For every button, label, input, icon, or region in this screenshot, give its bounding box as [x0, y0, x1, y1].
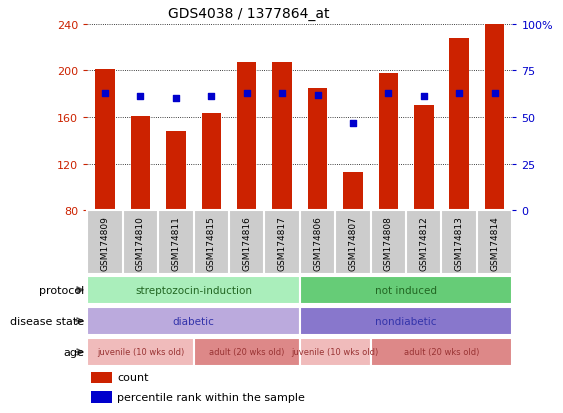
Bar	[166, 132, 186, 211]
Text: GDS4038 / 1377864_at: GDS4038 / 1377864_at	[168, 7, 329, 21]
Bar	[370, 338, 512, 366]
Point	[313, 92, 322, 99]
Bar	[343, 172, 363, 211]
Bar	[91, 372, 112, 383]
Bar	[300, 276, 512, 304]
Text: GSM174816: GSM174816	[242, 215, 251, 270]
Bar	[87, 276, 300, 304]
Text: not induced: not induced	[375, 285, 437, 295]
Bar	[414, 106, 434, 211]
Text: GSM174806: GSM174806	[313, 215, 322, 270]
Bar	[308, 89, 327, 211]
Text: GSM174807: GSM174807	[348, 215, 358, 270]
Text: count: count	[117, 373, 149, 382]
Bar	[449, 39, 469, 211]
Bar	[194, 338, 300, 366]
Text: GSM174809: GSM174809	[100, 215, 109, 270]
Text: juvenile (10 wks old): juvenile (10 wks old)	[292, 348, 379, 356]
Point	[348, 120, 358, 127]
Text: age: age	[64, 347, 84, 357]
Text: GSM174813: GSM174813	[455, 215, 464, 270]
Text: GSM174817: GSM174817	[278, 215, 287, 270]
Point	[136, 94, 145, 101]
Point	[207, 94, 216, 101]
Bar	[485, 25, 504, 211]
Text: diabetic: diabetic	[173, 316, 215, 326]
Text: GSM174811: GSM174811	[171, 215, 180, 270]
Point	[100, 90, 109, 97]
Point	[278, 90, 287, 97]
Text: GSM174808: GSM174808	[384, 215, 393, 270]
Bar	[131, 116, 150, 211]
Bar	[300, 307, 512, 335]
Text: adult (20 wks old): adult (20 wks old)	[209, 348, 284, 356]
Bar	[237, 63, 256, 211]
Bar	[91, 391, 112, 403]
Point	[384, 90, 393, 97]
Text: GSM174812: GSM174812	[419, 215, 428, 270]
Point	[455, 90, 464, 97]
Bar	[87, 338, 194, 366]
Bar	[202, 114, 221, 211]
Text: GSM174815: GSM174815	[207, 215, 216, 270]
Text: adult (20 wks old): adult (20 wks old)	[404, 348, 479, 356]
Text: percentile rank within the sample: percentile rank within the sample	[117, 392, 305, 402]
Text: streptozocin-induction: streptozocin-induction	[135, 285, 252, 295]
Point	[242, 90, 251, 97]
Bar	[272, 63, 292, 211]
Text: juvenile (10 wks old): juvenile (10 wks old)	[97, 348, 184, 356]
Point	[490, 90, 499, 97]
Bar	[95, 70, 115, 211]
Text: GSM174814: GSM174814	[490, 215, 499, 270]
Bar	[378, 74, 398, 211]
Text: protocol: protocol	[39, 285, 84, 295]
Text: disease state: disease state	[10, 316, 84, 326]
Bar	[300, 338, 370, 366]
Point	[419, 94, 428, 101]
Bar	[87, 307, 300, 335]
Point	[171, 96, 180, 102]
Text: GSM174810: GSM174810	[136, 215, 145, 270]
Text: nondiabetic: nondiabetic	[376, 316, 437, 326]
